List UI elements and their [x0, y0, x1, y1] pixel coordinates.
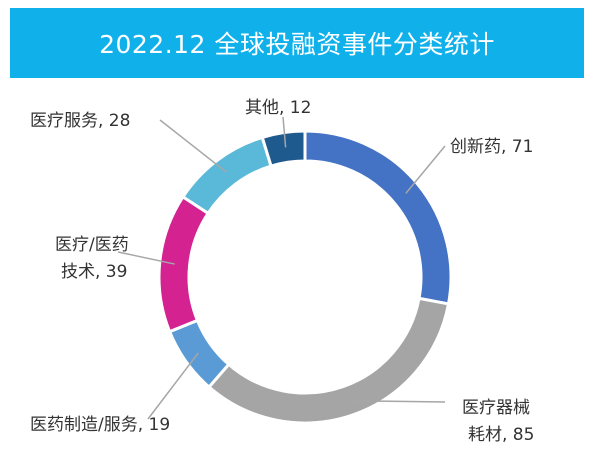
data-label-innovative-drug: 创新药, 71: [450, 137, 533, 157]
data-label-medical-services: 医疗服务, 28: [30, 111, 130, 131]
data-label-pharma-manufacturing: 医药制造/服务, 19: [30, 415, 170, 435]
slice-medtech: [157, 194, 211, 334]
data-label-medtech: 医疗/医药技术, 39: [55, 235, 129, 282]
slice-device-consumables: [206, 296, 451, 425]
leader-line-other: [282, 116, 287, 148]
slice-other: [260, 129, 307, 168]
data-label-other: 其他, 12: [245, 98, 311, 118]
chart-title: 2022.12 全球投融资事件分类统计: [99, 30, 495, 59]
leader-line-pharma-manufacturing: [147, 352, 199, 420]
leader-line-innovative-drug: [405, 145, 446, 194]
leader-line-device-consumables: [347, 400, 446, 403]
title-bar: 2022.12 全球投融资事件分类统计: [10, 8, 584, 78]
leader-line-medical-services: [159, 119, 227, 173]
slice-innovative-drug: [303, 129, 453, 306]
leader-line-medtech: [117, 251, 175, 265]
data-label-device-consumables: 医疗器械耗材, 85: [462, 398, 534, 445]
